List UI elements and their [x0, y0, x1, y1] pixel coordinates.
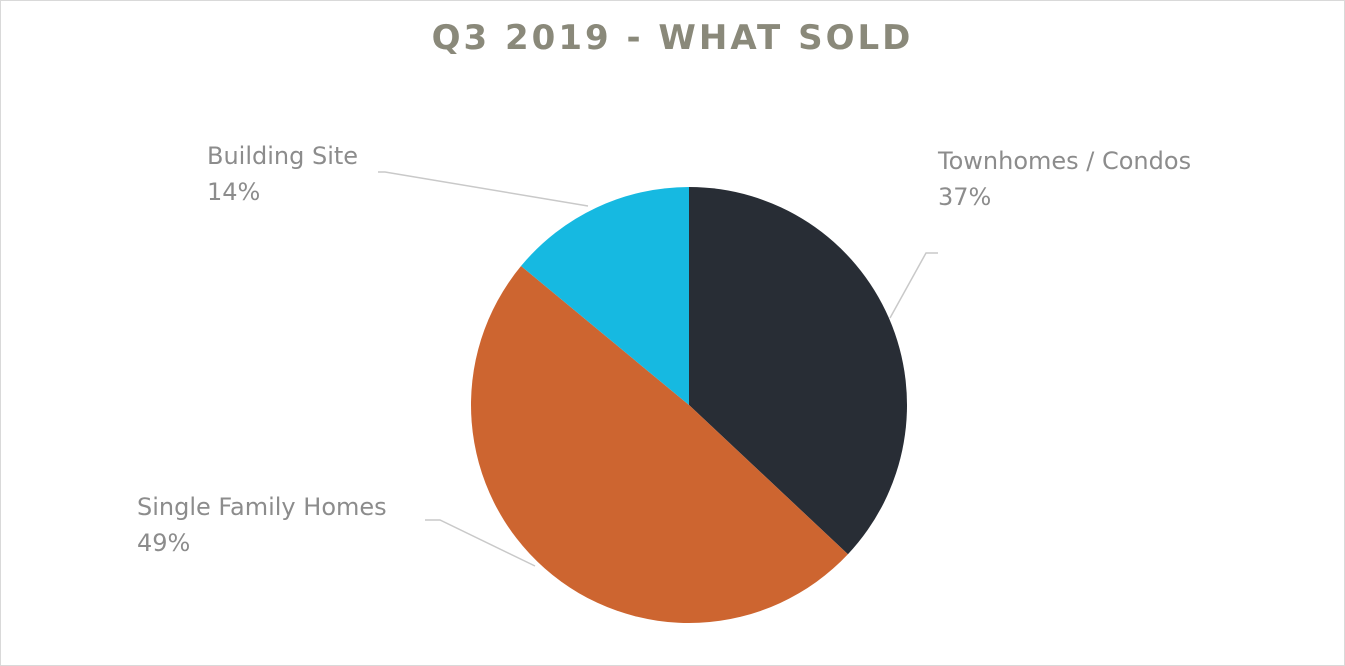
leader-line [378, 171, 589, 207]
leader-lines [378, 171, 938, 567]
leader-line [889, 252, 938, 319]
data-label-percentage: 14% [207, 178, 260, 206]
data-label-category: Townhomes / Condos [937, 147, 1191, 175]
pie-slice-building-site [521, 187, 689, 405]
data-label-percentage: 49% [137, 529, 190, 557]
data-labels: Townhomes / Condos 37% Single Family Homes… [137, 142, 1191, 557]
leader-line [425, 519, 536, 567]
chart-title: Q3 2019 - WHAT SOLD [431, 18, 914, 58]
data-label-category: Building Site [207, 142, 358, 170]
data-label-category: Single Family Homes [137, 493, 387, 521]
pie-slices [471, 187, 907, 623]
pie-slice-townhomes-condos [689, 187, 907, 555]
pie-slice-single-family-homes [471, 266, 848, 623]
data-label-percentage: 37% [938, 183, 991, 211]
